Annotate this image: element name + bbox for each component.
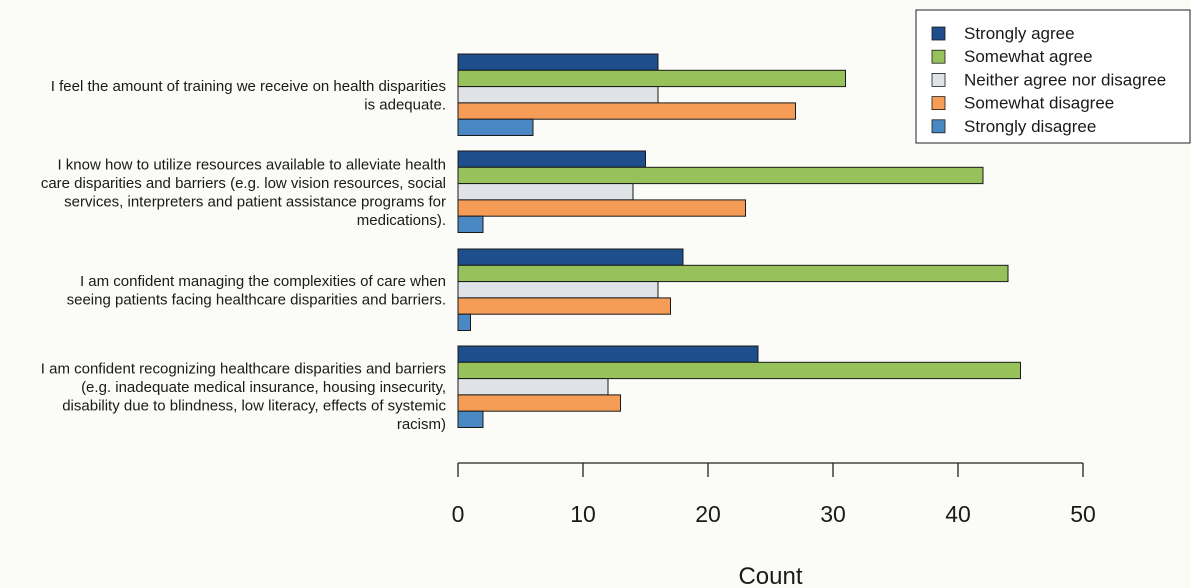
bar-somewhat-agree-3: [457, 264, 1009, 283]
legend: Strongly agree Somewhat agree Neither agre…: [915, 9, 1191, 144]
x-tick-label-40: 40: [945, 501, 971, 527]
legend-box: [915, 9, 1191, 144]
category-label-3: I am confident managing the complexities…: [67, 273, 446, 309]
bar-strongly-agree-1: [457, 53, 659, 71]
legend-label-5: Strongly disagree: [964, 117, 1096, 136]
category-labels: I feel the amount of training we receive…: [41, 78, 447, 433]
bar-strongly-agree-4: [457, 345, 759, 363]
bar-strongly-disagree-1: [457, 118, 534, 136]
bars-group: [457, 53, 1021, 429]
legend-label-2: Somewhat agree: [964, 47, 1093, 66]
category-label-4: I am confident recognizing healthcare di…: [41, 360, 447, 433]
legend-label-4: Somewhat disagree: [964, 94, 1114, 113]
legend-swatch-1: [931, 26, 946, 41]
bar-somewhat-agree-1: [457, 69, 846, 88]
x-tick-label-0: 0: [452, 501, 465, 527]
x-tick-label-10: 10: [570, 501, 596, 527]
x-axis: Count 0 10 20 30 40 50: [452, 462, 1096, 588]
category-label-2: I know how to utilize resources availabl…: [41, 156, 446, 229]
bar-neither-agree-nor-disagree-4: [457, 378, 609, 396]
bar-somewhat-disagree-2: [457, 199, 746, 217]
bar-strongly-disagree-2: [457, 215, 484, 233]
legend-label-1: Strongly agree: [964, 24, 1075, 43]
bar-somewhat-disagree-3: [457, 297, 671, 315]
bar-strongly-disagree-3: [457, 313, 471, 332]
legend-swatch-5: [931, 119, 946, 134]
legend-swatch-3: [931, 73, 946, 87]
bar-neither-agree-nor-disagree-1: [457, 86, 659, 104]
bar-strongly-disagree-4: [457, 410, 484, 429]
bar-neither-agree-nor-disagree-3: [457, 281, 659, 299]
category-label-1: I feel the amount of training we receive…: [51, 78, 446, 114]
bar-strongly-agree-2: [457, 150, 646, 168]
bar-somewhat-disagree-1: [457, 102, 796, 120]
bar-neither-agree-nor-disagree-2: [457, 183, 634, 201]
bar-somewhat-agree-2: [457, 166, 984, 185]
legend-label-3: Neither agree nor disagree: [964, 70, 1166, 89]
bar-somewhat-disagree-4: [457, 394, 621, 412]
legend-swatch-2: [931, 49, 946, 64]
bar-strongly-agree-3: [457, 248, 684, 266]
bar-somewhat-agree-4: [457, 361, 1021, 380]
x-tick-label-20: 20: [695, 501, 721, 527]
x-tick-label-50: 50: [1070, 501, 1096, 527]
x-tick-label-30: 30: [820, 501, 846, 527]
legend-swatch-4: [931, 96, 946, 110]
x-axis-title: Count: [738, 563, 802, 588]
